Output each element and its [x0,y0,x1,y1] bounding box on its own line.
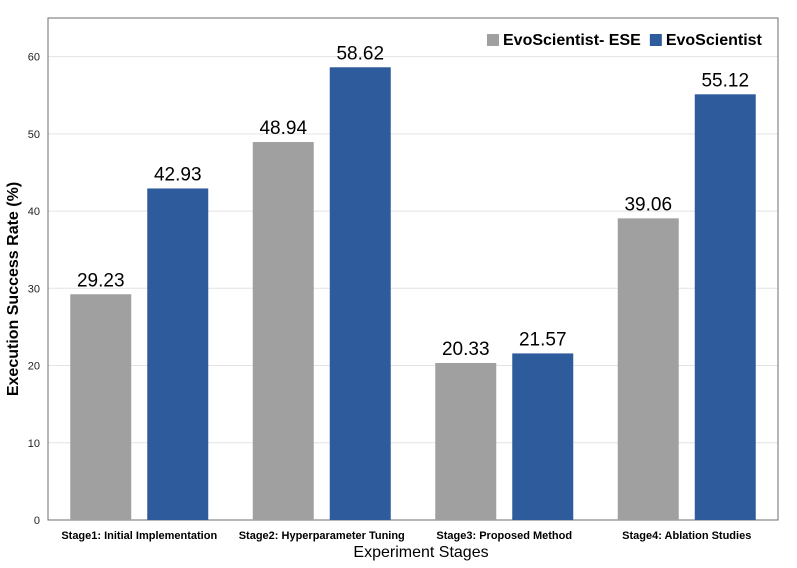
y-axis-ticks: 0 10 20 30 40 50 60 [28,52,40,527]
x-axis-title: Experiment Stages [353,544,488,561]
data-label: 29.23 [77,270,125,291]
bar [435,362,497,520]
bar [512,353,574,520]
legend-swatch [649,34,662,46]
y-tick-label: 0 [34,515,40,527]
bar [252,142,314,521]
data-label: 58.62 [336,43,384,64]
data-label: 42.93 [154,164,202,185]
x-tick-label: Stage3: Proposed Method [436,530,572,542]
plot-area-frame [47,17,779,521]
legend: EvoScientist- ESE EvoScientist [487,32,763,49]
bar [147,188,209,520]
bars: 29.23 42.93 48.94 58.62 20.33 21.57 39.06 55.12 [70,43,756,521]
bar [617,218,679,520]
x-axis-ticks: Stage1: Initial Implementation Stage2: Hy… [61,530,751,542]
y-tick-label: 40 [28,206,40,218]
data-label: 48.94 [259,118,307,139]
y-axis-title: Execution Success Rate (%) [5,182,22,396]
bar [694,94,756,520]
data-label: 20.33 [442,339,490,360]
y-tick-label: 20 [28,361,40,373]
legend-label: EvoScientist- ESE [503,32,641,49]
data-label: 55.12 [701,70,749,91]
y-tick-label: 60 [28,52,40,64]
y-tick-label: 30 [28,283,40,295]
bar [329,67,391,521]
x-tick-label: Stage2: Hyperparameter Tuning [239,530,405,542]
y-tick-label: 10 [28,438,40,450]
data-label: 21.57 [519,329,567,350]
data-label: 39.06 [624,194,672,215]
y-tick-label: 50 [28,129,40,141]
legend-swatch [487,34,499,46]
x-tick-label: Stage4: Ablation Studies [622,530,751,542]
x-tick-label: Stage1: Initial Implementation [61,530,217,542]
bar [70,294,132,520]
legend-label: EvoScientist [666,32,763,49]
